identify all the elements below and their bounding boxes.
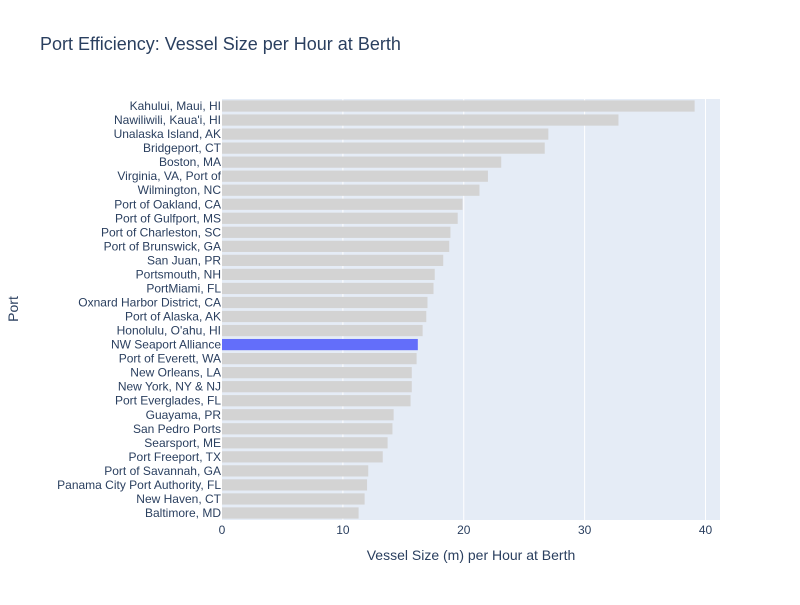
y-tick-label: San Pedro Ports	[133, 422, 221, 436]
y-tick-label: Boston, MA	[159, 155, 221, 169]
y-tick-label: Panama City Port Authority, FL	[57, 478, 221, 492]
bar[interactable]	[222, 114, 619, 126]
y-tick-label: San Juan, PR	[147, 253, 221, 267]
bar[interactable]	[222, 395, 411, 407]
bar[interactable]	[222, 381, 412, 393]
y-tick-label: PortMiami, FL	[146, 281, 221, 295]
y-tick-label: Kahului, Maui, HI	[130, 99, 221, 113]
bar[interactable]	[222, 156, 502, 168]
gridlines	[342, 99, 706, 520]
y-tick-label: Baltimore, MD	[145, 506, 221, 520]
bar[interactable]	[222, 142, 545, 154]
bar[interactable]	[222, 296, 428, 309]
x-tick-labels: 0 10 20 30 40	[219, 523, 713, 537]
y-tick-label: Port of Alaska, AK	[125, 310, 221, 324]
y-tick-label: New Haven, CT	[136, 492, 221, 506]
bar[interactable]	[222, 409, 394, 421]
y-axis-title: Port	[5, 296, 21, 322]
x-tick-label: 40	[699, 523, 713, 537]
y-tick-label: Searsport, ME	[144, 436, 221, 450]
bar[interactable]	[222, 338, 418, 351]
bar[interactable]	[222, 100, 695, 112]
chart-title: Port Efficiency: Vessel Size per Hour at…	[40, 34, 401, 54]
y-tick-label: Nawiliwili, Kaua'i, HI	[114, 113, 221, 127]
bar[interactable]	[222, 254, 444, 266]
y-tick-label: Port Freeport, TX	[129, 450, 221, 464]
bar[interactable]	[222, 507, 359, 519]
y-tick-label: Wilmington, NC	[138, 183, 222, 197]
y-tick-label: NW Seaport Alliance	[111, 338, 221, 352]
bar[interactable]	[222, 184, 480, 196]
y-tick-label: Port of Gulfport, MS	[115, 211, 221, 225]
y-tick-label: Port of Charleston, SC	[101, 225, 221, 239]
bar[interactable]	[222, 437, 388, 449]
y-tick-label: Guayama, PR	[146, 408, 222, 422]
x-tick-label: 20	[457, 523, 471, 537]
bar[interactable]	[222, 324, 423, 337]
x-axis-title: Vessel Size (m) per Hour at Berth	[367, 547, 576, 563]
bar[interactable]	[222, 423, 393, 435]
y-tick-label: Oxnard Harbor District, CA	[78, 295, 221, 309]
y-tick-label: Portsmouth, NH	[136, 267, 221, 281]
bar[interactable]	[222, 310, 427, 323]
bar[interactable]	[222, 198, 463, 210]
bar[interactable]	[222, 128, 549, 140]
bar[interactable]	[222, 268, 435, 281]
bar[interactable]	[222, 367, 412, 379]
bar[interactable]	[222, 493, 365, 505]
x-tick-label: 10	[336, 523, 350, 537]
y-tick-label: Port of Everett, WA	[119, 352, 221, 366]
bar[interactable]	[222, 353, 417, 365]
y-tick-label: Port of Brunswick, GA	[104, 239, 221, 253]
bar[interactable]	[222, 170, 488, 182]
y-tick-label: Honolulu, O'ahu, HI	[117, 324, 221, 338]
bar[interactable]	[222, 282, 434, 295]
x-tick-label: 0	[219, 523, 226, 537]
bars	[222, 100, 695, 519]
y-tick-label: New Orleans, LA	[130, 366, 221, 380]
bar[interactable]	[222, 212, 458, 224]
bar[interactable]	[222, 240, 450, 252]
y-tick-label: New York, NY & NJ	[118, 380, 221, 394]
bar[interactable]	[222, 226, 451, 238]
y-tick-label: Port of Oakland, CA	[114, 197, 221, 211]
bar[interactable]	[222, 451, 383, 463]
y-tick-label: Bridgeport, CT	[143, 141, 222, 155]
x-tick-label: 30	[578, 523, 592, 537]
y-tick-label: Virginia, VA, Port of	[117, 169, 221, 183]
plot-area	[222, 99, 720, 520]
y-tick-label: Unalaska Island, AK	[114, 127, 221, 141]
y-tick-label: Port Everglades, FL	[115, 394, 221, 408]
y-tick-label: Port of Savannah, GA	[104, 464, 221, 478]
bar[interactable]	[222, 465, 369, 477]
bar[interactable]	[222, 479, 368, 491]
